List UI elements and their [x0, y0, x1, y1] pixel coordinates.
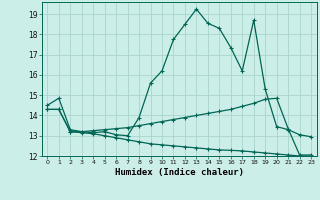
- X-axis label: Humidex (Indice chaleur): Humidex (Indice chaleur): [115, 168, 244, 177]
